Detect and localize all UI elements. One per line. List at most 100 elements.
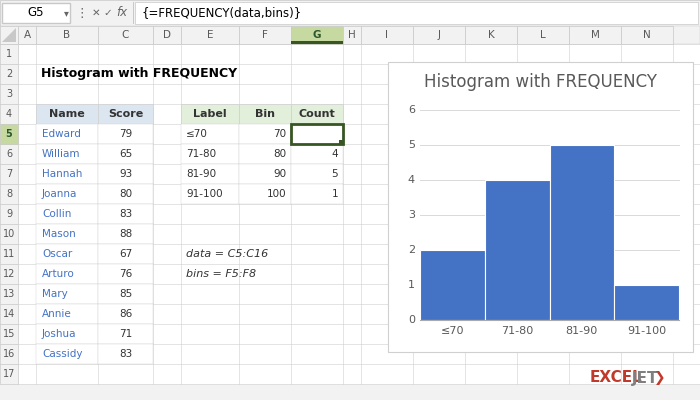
Text: William: William [42, 149, 80, 159]
Text: 91-100: 91-100 [627, 326, 666, 336]
Text: Bin: Bin [255, 109, 275, 119]
Text: 100: 100 [267, 189, 286, 199]
Bar [98, 284, 153, 304]
Text: ≤70: ≤70 [440, 326, 464, 336]
Text: 0: 0 [408, 315, 415, 325]
Text: E: E [206, 30, 214, 40]
Bar [0, 344, 18, 364]
Text: G: G [313, 30, 321, 40]
Text: 83: 83 [119, 209, 132, 219]
Text: Joshua: Joshua [42, 329, 76, 339]
Bar [0, 264, 18, 284]
Text: Mason: Mason [42, 229, 76, 239]
Bar [181, 26, 239, 44]
Bar [0, 104, 18, 124]
Text: Histogram with FREQUENCY: Histogram with FREQUENCY [41, 68, 237, 80]
Bar [98, 124, 153, 144]
Text: 81-90: 81-90 [186, 169, 216, 179]
Text: D: D [163, 30, 171, 40]
Text: ✓: ✓ [104, 8, 113, 18]
Text: 4: 4 [408, 175, 415, 185]
Text: 5: 5 [408, 140, 415, 150]
Text: 14: 14 [3, 309, 15, 319]
Bar [465, 26, 517, 44]
Bar [291, 164, 343, 184]
Text: 67: 67 [119, 249, 132, 259]
Text: 10: 10 [3, 229, 15, 239]
Bar [550, 145, 615, 320]
Bar [0, 84, 18, 104]
Text: Histogram with FREQUENCY: Histogram with FREQUENCY [424, 73, 657, 91]
Text: 7: 7 [6, 169, 12, 179]
Text: J: J [438, 30, 440, 40]
Bar [0, 0, 700, 26]
Text: fx: fx [116, 6, 127, 20]
Bar [239, 104, 291, 124]
Bar [98, 204, 153, 224]
Bar [239, 164, 291, 184]
Bar [0, 224, 18, 244]
Bar [133, 2, 134, 24]
Bar [0, 124, 18, 144]
Bar [0, 44, 18, 64]
Text: N: N [643, 30, 651, 40]
Text: Name: Name [49, 109, 85, 119]
Text: 83: 83 [119, 349, 132, 359]
Bar [291, 124, 343, 144]
Text: A: A [23, 30, 31, 40]
Text: 91-100: 91-100 [186, 189, 223, 199]
Bar [98, 144, 153, 164]
Bar [98, 304, 153, 324]
Bar [388, 62, 693, 352]
Text: data = C5:C16: data = C5:C16 [186, 249, 268, 259]
Bar [36, 144, 98, 164]
Text: 5: 5 [331, 169, 338, 179]
Bar [0, 26, 18, 44]
Text: 4: 4 [331, 149, 338, 159]
Text: F: F [262, 30, 268, 40]
Text: Joanna: Joanna [42, 189, 78, 199]
Bar [0, 184, 18, 204]
Text: 80: 80 [273, 149, 286, 159]
Text: 16: 16 [3, 349, 15, 359]
Bar [569, 26, 621, 44]
Text: 85: 85 [119, 289, 132, 299]
Text: 2: 2 [6, 69, 12, 79]
Bar [36, 284, 98, 304]
Bar [36, 164, 98, 184]
Bar [36, 264, 98, 284]
Bar [517, 26, 569, 44]
Bar [98, 104, 153, 124]
Text: 88: 88 [119, 229, 132, 239]
Text: Edward: Edward [42, 129, 81, 139]
Bar [98, 244, 153, 264]
Text: H: H [348, 30, 356, 40]
Text: 71-80: 71-80 [501, 326, 533, 336]
Bar [0, 44, 700, 384]
Text: 3: 3 [408, 210, 415, 220]
Bar [0, 144, 18, 164]
Polygon shape [2, 28, 16, 42]
Text: ≤70: ≤70 [186, 129, 208, 139]
Bar [153, 26, 181, 44]
Bar [413, 26, 465, 44]
Bar [36, 324, 98, 344]
Bar [343, 26, 361, 44]
Bar [0, 364, 18, 384]
Text: 15: 15 [3, 329, 15, 339]
Bar [98, 264, 153, 284]
Text: {=FREQUENCY(data,bins)}: {=FREQUENCY(data,bins)} [142, 6, 302, 20]
Text: Label: Label [193, 109, 227, 119]
Text: bins = F5:F8: bins = F5:F8 [186, 269, 256, 279]
Text: 65: 65 [119, 149, 132, 159]
Text: L: L [540, 30, 546, 40]
Text: Annie: Annie [42, 309, 71, 319]
Bar [98, 224, 153, 244]
Bar [98, 164, 153, 184]
Bar [239, 144, 291, 164]
Bar [36, 124, 98, 144]
Text: C: C [122, 30, 130, 40]
Text: 2: 2 [408, 245, 415, 255]
Bar [621, 26, 673, 44]
Bar [0, 284, 18, 304]
